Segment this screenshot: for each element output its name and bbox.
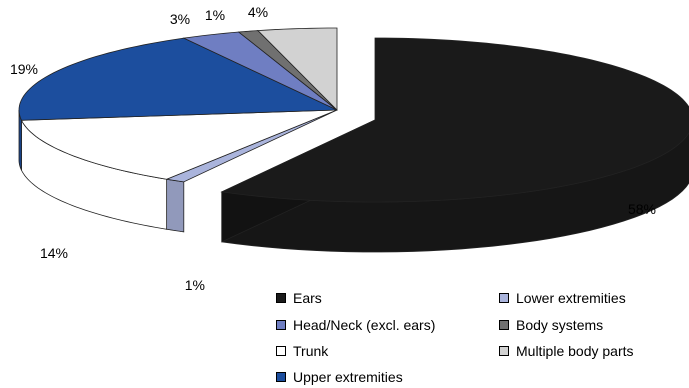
legend-item-multiple-body-parts: Multiple body parts xyxy=(499,343,634,359)
legend-label-multiple-body-parts: Multiple body parts xyxy=(516,343,634,359)
legend-label-trunk: Trunk xyxy=(293,343,329,359)
data-label-multiple-body-parts: 4% xyxy=(248,4,268,20)
pie-slice-body-systems xyxy=(237,30,338,111)
pie-slice-ears xyxy=(220,37,689,203)
legend-swatch-ears xyxy=(276,293,286,303)
data-label-ears: 58% xyxy=(628,201,656,217)
pie-side-lower-extremities xyxy=(166,178,185,233)
data-label-lower-extremities: 1% xyxy=(185,277,205,293)
data-label-body-systems: 1% xyxy=(205,7,225,23)
legend-swatch-multiple-body-parts xyxy=(499,346,509,356)
legend-item-head-neck: Head/Neck (excl. ears) xyxy=(276,317,435,333)
legend-label-upper-extremities: Upper extremities xyxy=(293,369,403,385)
legend-item-upper-extremities: Upper extremities xyxy=(276,369,403,385)
legend-label-head-neck: Head/Neck (excl. ears) xyxy=(293,317,436,333)
legend-item-body-systems: Body systems xyxy=(499,317,603,333)
legend-swatch-upper-extremities xyxy=(276,372,286,382)
pie-slice-head-neck-excl-ears xyxy=(182,31,338,111)
legend-swatch-lower-extremities xyxy=(499,293,509,303)
pie-slice-lower-extremities xyxy=(165,109,338,183)
legend-label-body-systems: Body systems xyxy=(516,317,604,333)
data-label-trunk: 14% xyxy=(40,245,68,261)
legend-label-ears: Ears xyxy=(293,290,322,306)
pie-slice-multiple-body-parts xyxy=(257,27,338,111)
data-label-head-neck-excl-ears: 3% xyxy=(170,11,190,27)
legend-item-ears: Ears xyxy=(276,290,322,306)
data-label-upper-extremities: 19% xyxy=(10,61,38,77)
pie-slice-trunk xyxy=(20,109,338,180)
pie-top-faces xyxy=(18,27,689,203)
legend-swatch-trunk xyxy=(276,346,286,356)
legend-swatch-head-neck xyxy=(276,320,286,330)
legend-label-lower-extremities: Lower extremities xyxy=(516,290,626,306)
legend-item-lower-extremities: Lower extremities xyxy=(499,290,626,306)
legend-swatch-body-systems xyxy=(499,320,509,330)
legend-item-trunk: Trunk xyxy=(276,343,328,359)
pie-slice-upper-extremities xyxy=(18,37,338,121)
